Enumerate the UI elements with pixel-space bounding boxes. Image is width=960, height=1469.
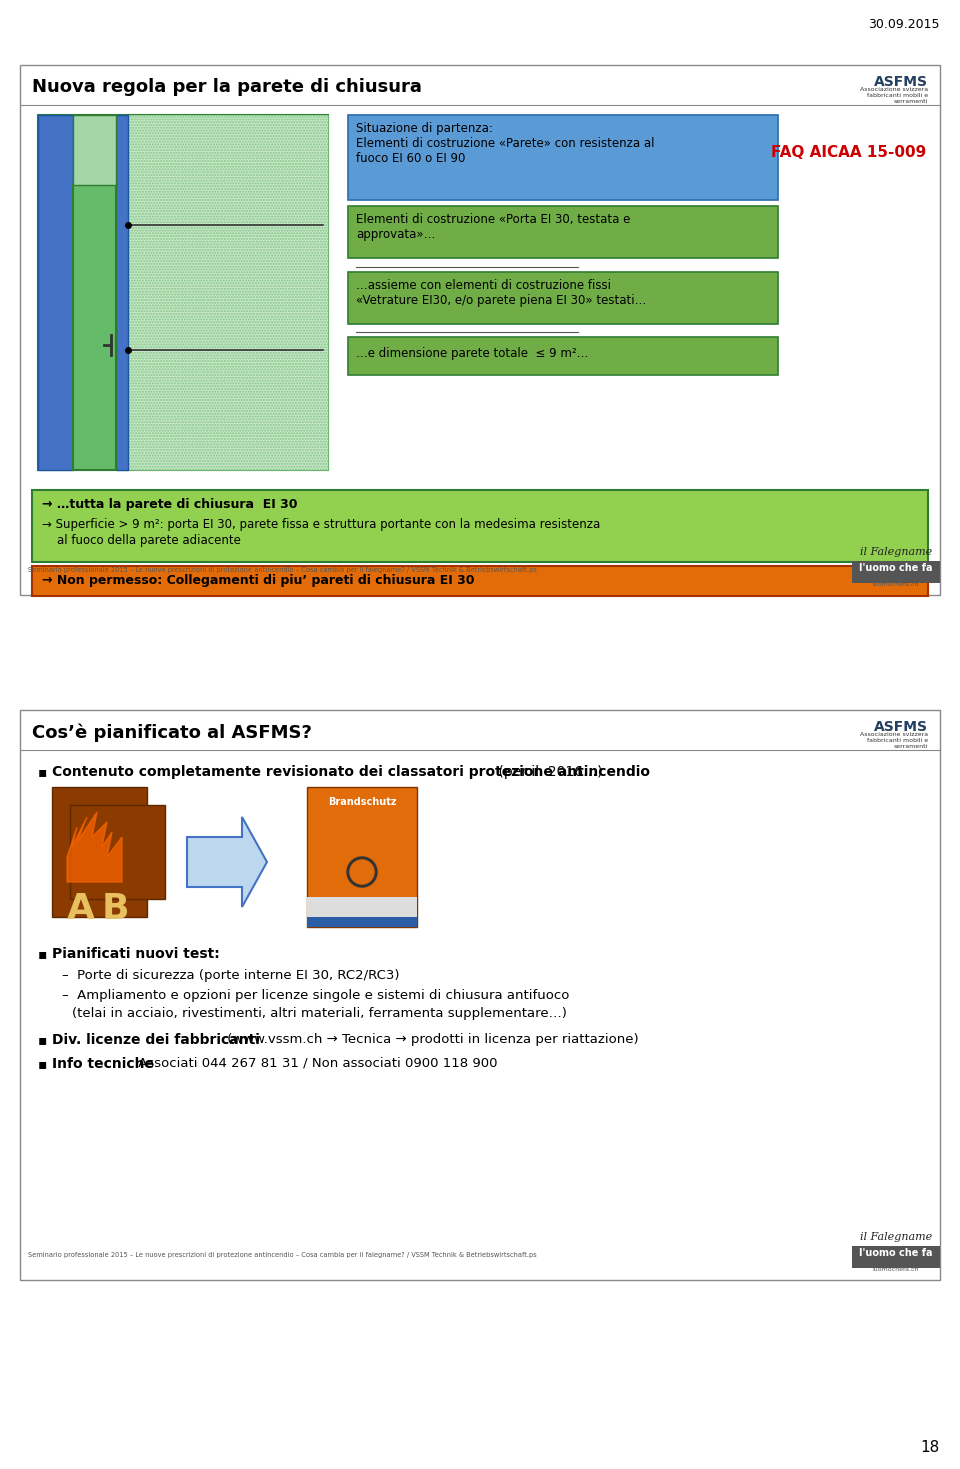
FancyBboxPatch shape [32, 566, 928, 596]
Text: → …tutta la parete di chiusura  EI 30: → …tutta la parete di chiusura EI 30 [42, 498, 298, 511]
Circle shape [350, 859, 374, 884]
Text: –  Porte di sicurezza (porte interne EI 30, RC2/RC3): – Porte di sicurezza (porte interne EI 3… [62, 970, 399, 981]
Text: l'uomo che fa: l'uomo che fa [859, 1249, 933, 1257]
Text: (www.vssm.ch → Tecnica → prodotti in licenza per riattazione): (www.vssm.ch → Tecnica → prodotti in lic… [223, 1033, 638, 1046]
Text: ▪: ▪ [38, 1058, 47, 1071]
FancyBboxPatch shape [123, 115, 328, 470]
Circle shape [347, 856, 377, 887]
Text: il Falegname: il Falegname [860, 546, 932, 557]
Text: Nuova regola per la parete di chiusura: Nuova regola per la parete di chiusura [32, 78, 421, 95]
FancyBboxPatch shape [73, 115, 116, 185]
FancyBboxPatch shape [852, 561, 940, 583]
Text: Associazione svizzera
fabbricanti mobili e
serramenti: Associazione svizzera fabbricanti mobili… [860, 87, 928, 104]
Polygon shape [187, 817, 267, 906]
FancyBboxPatch shape [20, 710, 940, 1279]
FancyBboxPatch shape [307, 787, 417, 927]
FancyBboxPatch shape [52, 787, 147, 917]
Text: B: B [102, 892, 130, 925]
Text: Cos’è pianificato al ASFMS?: Cos’è pianificato al ASFMS? [32, 723, 312, 742]
FancyBboxPatch shape [20, 65, 940, 595]
FancyBboxPatch shape [38, 115, 328, 470]
Text: Elementi di costruzione «Porta EI 30, testata e
approvata»…: Elementi di costruzione «Porta EI 30, te… [356, 213, 631, 241]
Text: l'uomo che fa: l'uomo che fa [859, 563, 933, 573]
FancyBboxPatch shape [116, 115, 128, 470]
Text: → Superficie > 9 m²: porta EI 30, parete fissa e struttura portante con la medes: → Superficie > 9 m²: porta EI 30, parete… [42, 519, 600, 530]
Text: Situazione di partenza:
Elementi di costruzione «Parete» con resistenza al
fuoco: Situazione di partenza: Elementi di cost… [356, 122, 655, 165]
Text: …assieme con elementi di costruzione fissi
«Vetrature EI30, e/o parete piena EI : …assieme con elementi di costruzione fis… [356, 279, 646, 307]
Text: FAQ AICAA 15-009: FAQ AICAA 15-009 [771, 145, 926, 160]
FancyBboxPatch shape [852, 1246, 940, 1268]
Polygon shape [67, 812, 122, 881]
Text: Pianificati nuovi test:: Pianificati nuovi test: [52, 948, 220, 961]
Text: …e dimensione parete totale  ≤ 9 m²…: …e dimensione parete totale ≤ 9 m²… [356, 347, 588, 360]
FancyBboxPatch shape [70, 805, 165, 899]
Text: ▪: ▪ [38, 1033, 47, 1047]
Text: Info tecniche: Info tecniche [52, 1058, 154, 1071]
Text: ASFMS: ASFMS [874, 75, 928, 90]
Text: luomochefa.ch: luomochefa.ch [873, 1266, 920, 1272]
Text: 30.09.2015: 30.09.2015 [869, 18, 940, 31]
FancyBboxPatch shape [307, 917, 417, 927]
FancyBboxPatch shape [32, 491, 928, 563]
Text: Div. licenze dei fabbricanti: Div. licenze dei fabbricanti [52, 1033, 260, 1047]
Text: il Falegname: il Falegname [860, 1232, 932, 1241]
FancyBboxPatch shape [38, 115, 73, 470]
Text: 18: 18 [921, 1440, 940, 1454]
Text: luomochefa.ch: luomochefa.ch [873, 582, 920, 588]
Text: Seminario professionale 2015 – Le nuove prescrizioni di protezione antincendio –: Seminario professionale 2015 – Le nuove … [28, 567, 537, 573]
Text: Associati 044 267 81 31 / Non associati 0900 118 900: Associati 044 267 81 31 / Non associati … [133, 1058, 497, 1069]
Text: (telai in acciaio, rivestimenti, altri materiali, ferramenta supplementare…): (telai in acciaio, rivestimenti, altri m… [72, 1008, 566, 1019]
Text: → Non permesso: Collegamenti di piu’ pareti di chiusura EI 30: → Non permesso: Collegamenti di piu’ par… [42, 574, 474, 588]
Text: Seminario professionale 2015 – Le nuove prescrizioni di protezione antincendio –: Seminario professionale 2015 – Le nuove … [28, 1252, 537, 1257]
Text: ASFMS: ASFMS [874, 720, 928, 734]
Text: Brandschutz: Brandschutz [327, 798, 396, 806]
Text: al fuoco della parete adiacente: al fuoco della parete adiacente [42, 535, 241, 546]
Text: (per il  2016…): (per il 2016…) [493, 765, 602, 779]
Text: –  Ampliamento e opzioni per licenze singole e sistemi di chiusura antifuoco: – Ampliamento e opzioni per licenze sing… [62, 989, 569, 1002]
Text: Contenuto completamente revisionato dei classatori protezione antincendio: Contenuto completamente revisionato dei … [52, 765, 650, 779]
Text: A: A [67, 892, 95, 925]
Text: Associazione svizzera
fabbricanti mobili e
serramenti: Associazione svizzera fabbricanti mobili… [860, 732, 928, 749]
FancyBboxPatch shape [348, 336, 778, 375]
FancyBboxPatch shape [307, 898, 417, 917]
FancyBboxPatch shape [73, 185, 116, 470]
Text: ▪: ▪ [38, 765, 47, 779]
FancyBboxPatch shape [348, 206, 778, 259]
Text: ▪: ▪ [38, 948, 47, 961]
FancyBboxPatch shape [348, 115, 778, 200]
FancyBboxPatch shape [348, 272, 778, 325]
